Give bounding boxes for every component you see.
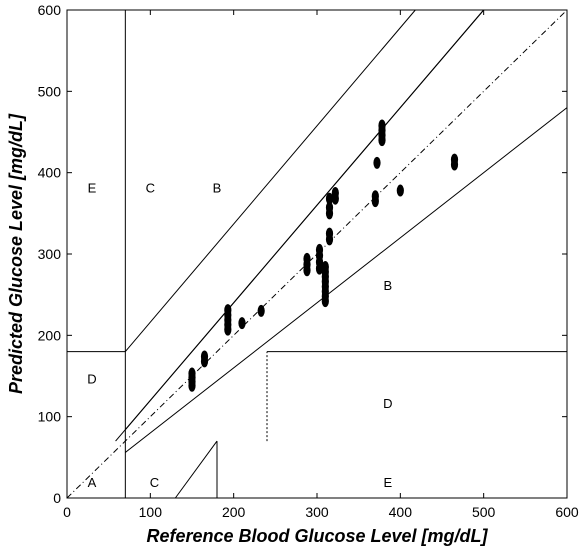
zone-label-c: C: [146, 180, 155, 195]
x-tick-label: 400: [389, 504, 413, 520]
data-point: [325, 201, 334, 214]
zone-label-c: C: [150, 475, 159, 490]
x-tick-label: 500: [472, 504, 496, 520]
zone-a-lower-boundary: [125, 107, 568, 453]
y-tick-label: 400: [38, 165, 62, 181]
data-point: [371, 190, 379, 203]
axis-ticks: 0 100 200 300 400 500 600 0 100 200 300 400 500 600: [38, 2, 579, 520]
y-tick-label: 100: [38, 409, 62, 425]
y-tick-label: 500: [38, 83, 62, 99]
y-tick-label: 300: [38, 246, 62, 262]
x-tick-label: 300: [305, 504, 329, 520]
data-points: [188, 119, 459, 392]
data-point: [373, 156, 381, 169]
zone-label-a: A: [88, 475, 97, 490]
data-point: [238, 317, 246, 330]
zone-label-e: E: [88, 180, 97, 195]
data-point: [325, 192, 334, 205]
data-point: [257, 304, 265, 317]
zone-label-d: D: [87, 372, 96, 387]
x-tick-label: 0: [63, 504, 71, 520]
data-point: [325, 227, 334, 240]
data-point: [321, 261, 329, 274]
zone-label-e: E: [383, 475, 392, 490]
data-point: [396, 184, 404, 197]
zone-label-d: D: [383, 396, 392, 411]
x-tick-label: 100: [139, 504, 163, 520]
zone-labels: A C B E D B D C E: [87, 180, 392, 489]
y-tick-label: 0: [53, 490, 61, 506]
data-point: [378, 119, 386, 132]
data-point: [331, 187, 339, 199]
zone-label-b: B: [213, 180, 222, 195]
x-axis-title: Reference Blood Glucose Level [mg/dL]: [146, 526, 488, 546]
zone-c-lower-diagonal: [174, 440, 218, 499]
data-point: [303, 252, 311, 265]
y-tick-label: 200: [38, 327, 62, 343]
data-point: [315, 243, 324, 256]
x-tick-label: 600: [555, 504, 579, 520]
data-point: [188, 367, 196, 380]
data-point: [200, 350, 209, 363]
y-tick-label: 600: [38, 2, 62, 18]
y-axis-title: Predicted Glucose Level [mg/dL]: [6, 113, 26, 394]
zone-b-upper-boundary-1: [124, 9, 485, 431]
zone-c-upper-boundary: [124, 9, 416, 352]
data-point: [224, 304, 232, 317]
x-tick-label: 200: [222, 504, 246, 520]
data-point: [450, 153, 459, 166]
zone-label-b: B: [383, 278, 392, 293]
